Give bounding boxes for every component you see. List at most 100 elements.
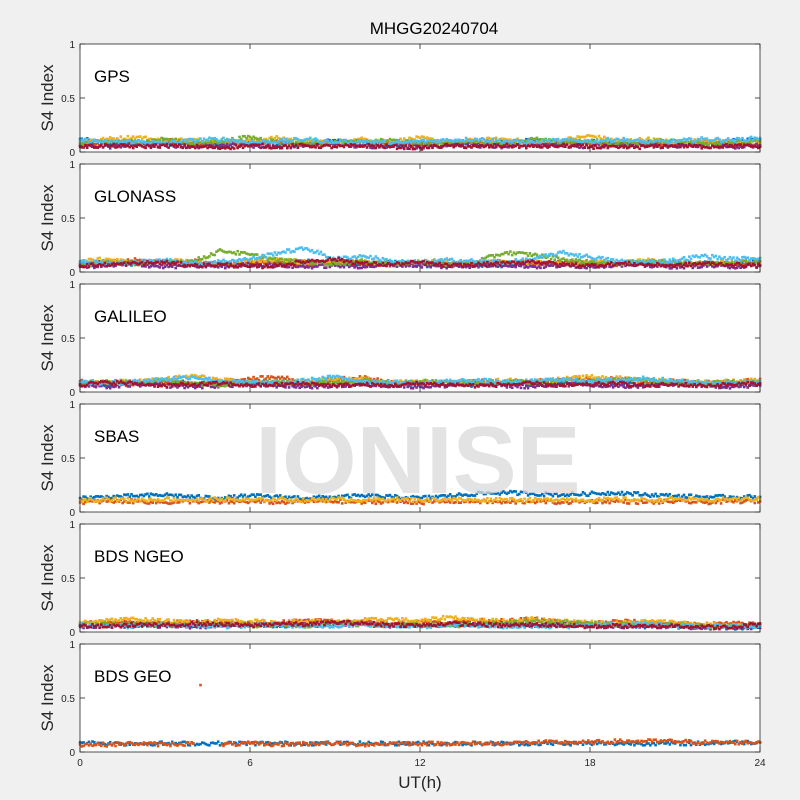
data-point xyxy=(567,146,571,149)
data-point xyxy=(560,141,564,144)
data-point xyxy=(590,145,594,148)
data-point xyxy=(257,138,261,141)
data-point xyxy=(394,138,397,142)
data-point xyxy=(572,143,576,147)
data-point xyxy=(294,143,298,147)
data-point xyxy=(677,261,680,264)
data-point xyxy=(153,145,156,148)
data-point xyxy=(618,263,622,267)
data-point xyxy=(420,142,424,145)
data-point xyxy=(378,139,381,142)
data-point xyxy=(617,140,620,143)
data-point xyxy=(340,260,344,263)
data-point xyxy=(684,264,687,268)
data-point xyxy=(301,264,305,268)
data-point xyxy=(578,141,581,145)
data-point xyxy=(503,144,507,147)
data-point xyxy=(208,139,211,143)
data-point xyxy=(271,146,275,150)
data-point xyxy=(231,251,234,255)
data-point xyxy=(259,260,262,264)
data-point xyxy=(409,141,413,144)
data-point xyxy=(709,141,712,145)
data-point xyxy=(324,143,328,147)
data-point xyxy=(204,139,208,142)
data-point xyxy=(340,139,344,143)
data-point xyxy=(344,262,347,265)
data-point xyxy=(167,138,170,141)
data-point xyxy=(213,136,216,140)
data-point xyxy=(287,265,291,269)
data-point xyxy=(533,140,537,144)
data-point xyxy=(493,256,496,259)
data-point xyxy=(702,137,705,141)
data-point xyxy=(385,146,388,149)
data-point xyxy=(149,137,153,141)
scatter-points xyxy=(78,246,762,270)
data-point xyxy=(703,140,707,144)
data-point xyxy=(107,137,110,141)
data-point xyxy=(604,262,608,265)
data-point xyxy=(734,143,737,147)
data-point xyxy=(186,138,190,141)
data-point xyxy=(289,261,293,265)
data-point xyxy=(753,145,757,148)
data-point xyxy=(590,264,594,268)
data-point xyxy=(349,264,353,267)
data-point xyxy=(532,265,535,268)
data-point xyxy=(576,145,579,149)
data-point xyxy=(263,138,266,141)
data-point xyxy=(112,265,115,268)
data-point xyxy=(259,139,262,142)
data-point xyxy=(650,143,654,147)
data-point xyxy=(459,139,463,143)
data-point xyxy=(424,137,427,140)
data-point xyxy=(395,143,399,147)
data-point xyxy=(147,137,151,141)
data-point xyxy=(427,264,431,267)
data-point xyxy=(213,139,216,142)
data-point xyxy=(518,264,521,268)
data-point xyxy=(661,146,664,149)
data-point xyxy=(574,143,578,146)
data-point xyxy=(684,144,687,148)
data-point xyxy=(510,265,514,268)
data-point xyxy=(500,137,503,140)
data-point xyxy=(117,141,121,145)
data-point xyxy=(355,263,358,266)
data-point xyxy=(689,137,693,141)
data-point xyxy=(131,140,135,143)
data-point xyxy=(369,265,372,268)
data-point xyxy=(562,141,565,144)
data-point xyxy=(523,144,526,147)
data-point xyxy=(721,262,725,266)
data-point xyxy=(199,141,202,144)
data-point xyxy=(753,139,757,142)
data-point xyxy=(622,136,625,140)
data-point xyxy=(618,139,622,142)
data-point xyxy=(597,255,601,259)
data-point xyxy=(271,139,275,142)
data-point xyxy=(585,134,588,138)
data-point xyxy=(427,139,431,142)
data-point xyxy=(278,261,282,264)
data-point xyxy=(234,262,238,265)
data-point xyxy=(263,139,266,143)
data-point xyxy=(383,142,386,146)
data-point xyxy=(610,140,613,143)
data-point xyxy=(379,140,383,143)
data-point xyxy=(371,144,374,147)
data-point xyxy=(555,265,558,269)
data-point xyxy=(293,261,296,264)
data-point xyxy=(96,146,100,149)
data-point xyxy=(199,145,202,149)
data-point xyxy=(216,264,220,267)
data-point xyxy=(728,141,732,144)
data-point xyxy=(316,141,319,145)
data-point xyxy=(213,142,216,145)
data-point xyxy=(748,139,751,142)
data-point xyxy=(277,140,280,143)
data-point xyxy=(133,139,137,142)
data-point xyxy=(289,146,293,149)
data-point xyxy=(239,259,243,262)
